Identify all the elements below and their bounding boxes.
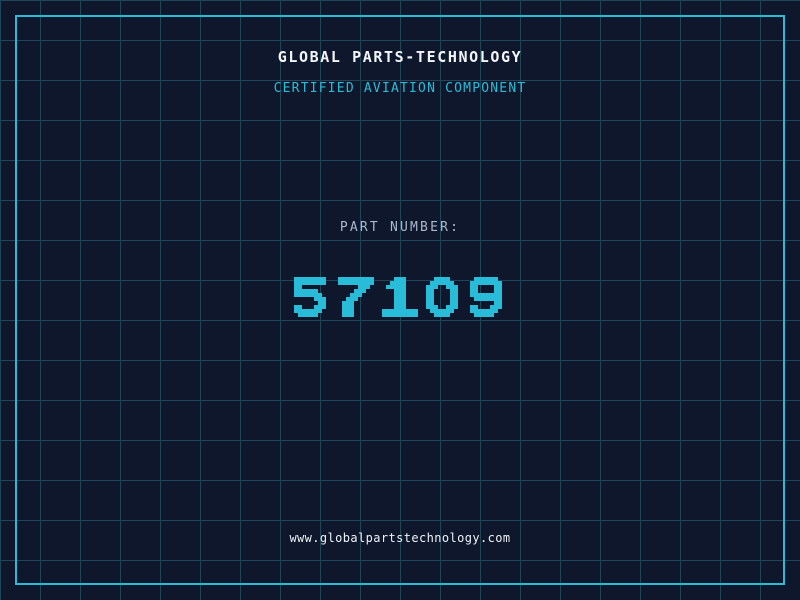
part-number-label: PART NUMBER:: [339, 220, 461, 235]
part-number-value: [0, 264, 800, 330]
website-url: www.globalpartstechnology.com: [289, 531, 511, 545]
part-number-bitmap-digits: [294, 277, 502, 317]
company-title: GLOBAL PARTS-TECHNOLOGY: [277, 48, 523, 66]
certification-subtitle: CERTIFIED AVIATION COMPONENT: [273, 81, 527, 96]
